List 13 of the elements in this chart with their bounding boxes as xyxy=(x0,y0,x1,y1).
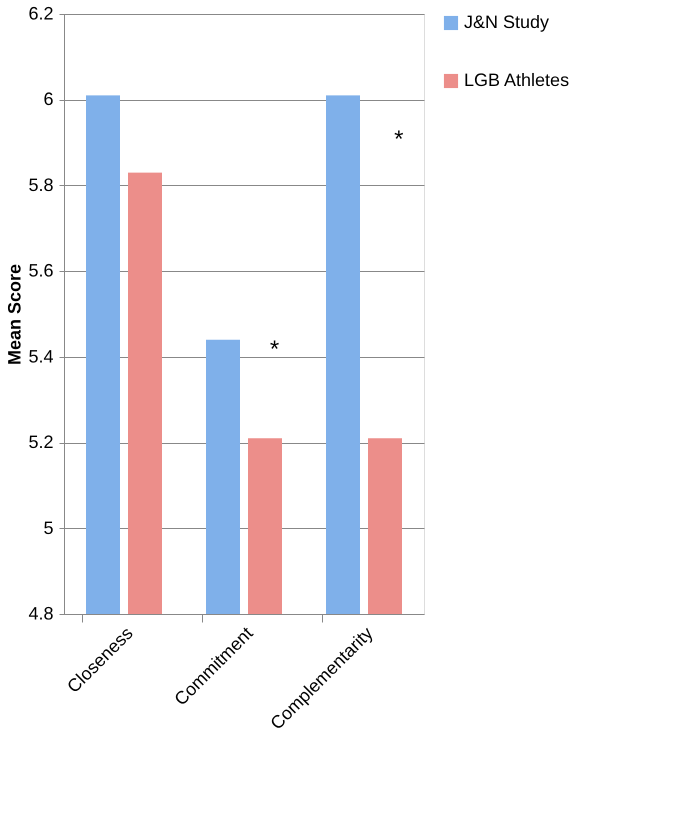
annotation: * xyxy=(270,336,280,363)
y-tick-label: 4.8 xyxy=(28,604,54,624)
y-tick-label: 6 xyxy=(43,89,54,110)
y-tick-label: 5.2 xyxy=(28,432,54,452)
y-tick-label: 5 xyxy=(43,518,54,538)
y-axis-title: Mean Score xyxy=(4,264,24,366)
y-tick-label: 5.4 xyxy=(28,346,54,366)
legend-label: LGB Athletes xyxy=(464,70,570,90)
y-tick-label: 5.8 xyxy=(28,174,54,195)
y-tick-label: 5.6 xyxy=(28,260,54,281)
legend-label: J&N Study xyxy=(464,12,550,32)
annotation: * xyxy=(394,126,404,153)
y-tick-label: 6.2 xyxy=(28,4,54,24)
